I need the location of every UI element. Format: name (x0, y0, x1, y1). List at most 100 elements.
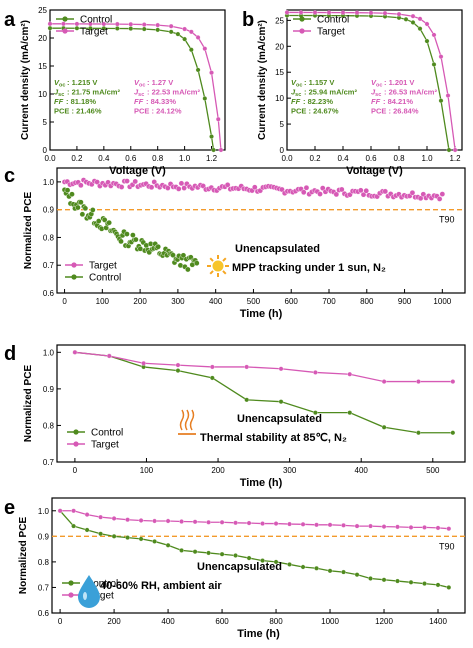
legend-label: Control (317, 15, 349, 26)
plot-frame (286, 9, 463, 151)
data-point (211, 147, 216, 153)
param-value: : 84.33% (146, 97, 176, 106)
data-point (206, 550, 211, 556)
series-control (47, 25, 216, 153)
data-point (417, 16, 423, 22)
data-point (71, 523, 76, 529)
data-point (396, 11, 402, 17)
data-point (298, 10, 304, 15)
y-tick-label: 15 (38, 62, 47, 71)
data-point (74, 25, 80, 31)
param-name: Voc (134, 78, 145, 89)
data-point (179, 548, 184, 553)
param-name: FF (291, 97, 301, 106)
x-tick-label: 1200 (375, 617, 393, 626)
data-point (165, 518, 171, 524)
annotation-condition: MPP tracking under 1 sun, N₂ (232, 262, 386, 274)
data-point (193, 260, 200, 266)
series-line (287, 11, 456, 151)
data-point (403, 16, 409, 22)
y-tick-label: 0.9 (43, 206, 55, 215)
y-tick-label: 0.9 (38, 532, 50, 541)
param-value: : 1.201 V (384, 78, 414, 87)
data-point (410, 20, 416, 25)
data-point (57, 508, 63, 514)
data-point (84, 512, 90, 517)
param-name: Jsc (291, 88, 301, 99)
legend-label: Target (80, 27, 108, 38)
legend-label: Target (317, 27, 345, 38)
data-point (313, 410, 318, 415)
data-point (416, 379, 421, 384)
x-tick-label: 0.0 (44, 154, 56, 163)
data-point (357, 187, 364, 194)
x-tick-label: 0.8 (393, 154, 405, 163)
param-name: Jsc (371, 88, 381, 99)
data-point (436, 196, 443, 202)
data-point (84, 527, 90, 533)
legend-marker (73, 429, 79, 435)
data-point (438, 54, 444, 60)
legend-marker (299, 28, 305, 34)
data-point (300, 564, 306, 570)
data-point (94, 179, 100, 185)
data-point (422, 581, 427, 586)
data-point (125, 535, 130, 540)
data-point (431, 62, 437, 67)
y-tick-label: 5 (43, 118, 48, 127)
plot-frame (49, 9, 226, 151)
data-point (278, 366, 284, 372)
y-tick-label: 1.0 (38, 507, 50, 516)
data-point (209, 375, 215, 381)
legend-label: Control (91, 428, 123, 439)
x-tick-label: 100 (96, 297, 110, 306)
sun-ray (209, 270, 214, 275)
x-tick-label: 0 (62, 297, 67, 306)
data-point (152, 539, 157, 544)
param-value: PCE : 24.67% (291, 107, 339, 116)
data-point (98, 531, 103, 537)
data-point (72, 349, 78, 355)
data-point (202, 46, 208, 51)
x-tick-label: 600 (285, 297, 299, 306)
data-point (410, 13, 416, 19)
x-tick-label: 800 (269, 617, 283, 626)
data-point (181, 185, 187, 191)
data-point (347, 410, 353, 415)
y-axis-label: Normalized PCE (23, 365, 34, 443)
data-point (74, 21, 80, 27)
data-point (246, 520, 252, 526)
x-tick-label: 1.2 (449, 154, 461, 163)
plot-frame (56, 167, 466, 294)
param-value: : 84.21% (383, 97, 413, 106)
data-point (435, 582, 441, 588)
y-tick-label: 0.7 (43, 261, 55, 270)
data-point (381, 379, 387, 384)
data-point (233, 520, 238, 526)
param-name: FF (134, 97, 144, 106)
x-tick-label: 900 (398, 297, 412, 306)
data-point (224, 182, 231, 188)
data-point (327, 568, 333, 574)
data-point (452, 147, 458, 153)
series-target (47, 21, 224, 153)
data-point (185, 266, 191, 273)
data-point (450, 379, 456, 384)
data-point (202, 96, 208, 101)
panel-c: c 0 100 200 300 400 500 600 700 800 900 1000 0.6 0.7 0… (4, 165, 466, 320)
param-name: Voc (291, 78, 302, 89)
x-axis-label: Time (h) (240, 308, 283, 320)
data-point (148, 184, 155, 191)
param-name: Voc (54, 78, 65, 89)
y-tick-label: 0.8 (43, 233, 55, 242)
data-point (61, 21, 66, 27)
y-tick-label: 20 (275, 42, 284, 51)
data-point (71, 508, 76, 514)
x-tick-label: 200 (107, 617, 121, 626)
data-point (82, 205, 89, 212)
data-point (381, 524, 387, 529)
x-tick-label: 1.0 (179, 154, 191, 163)
